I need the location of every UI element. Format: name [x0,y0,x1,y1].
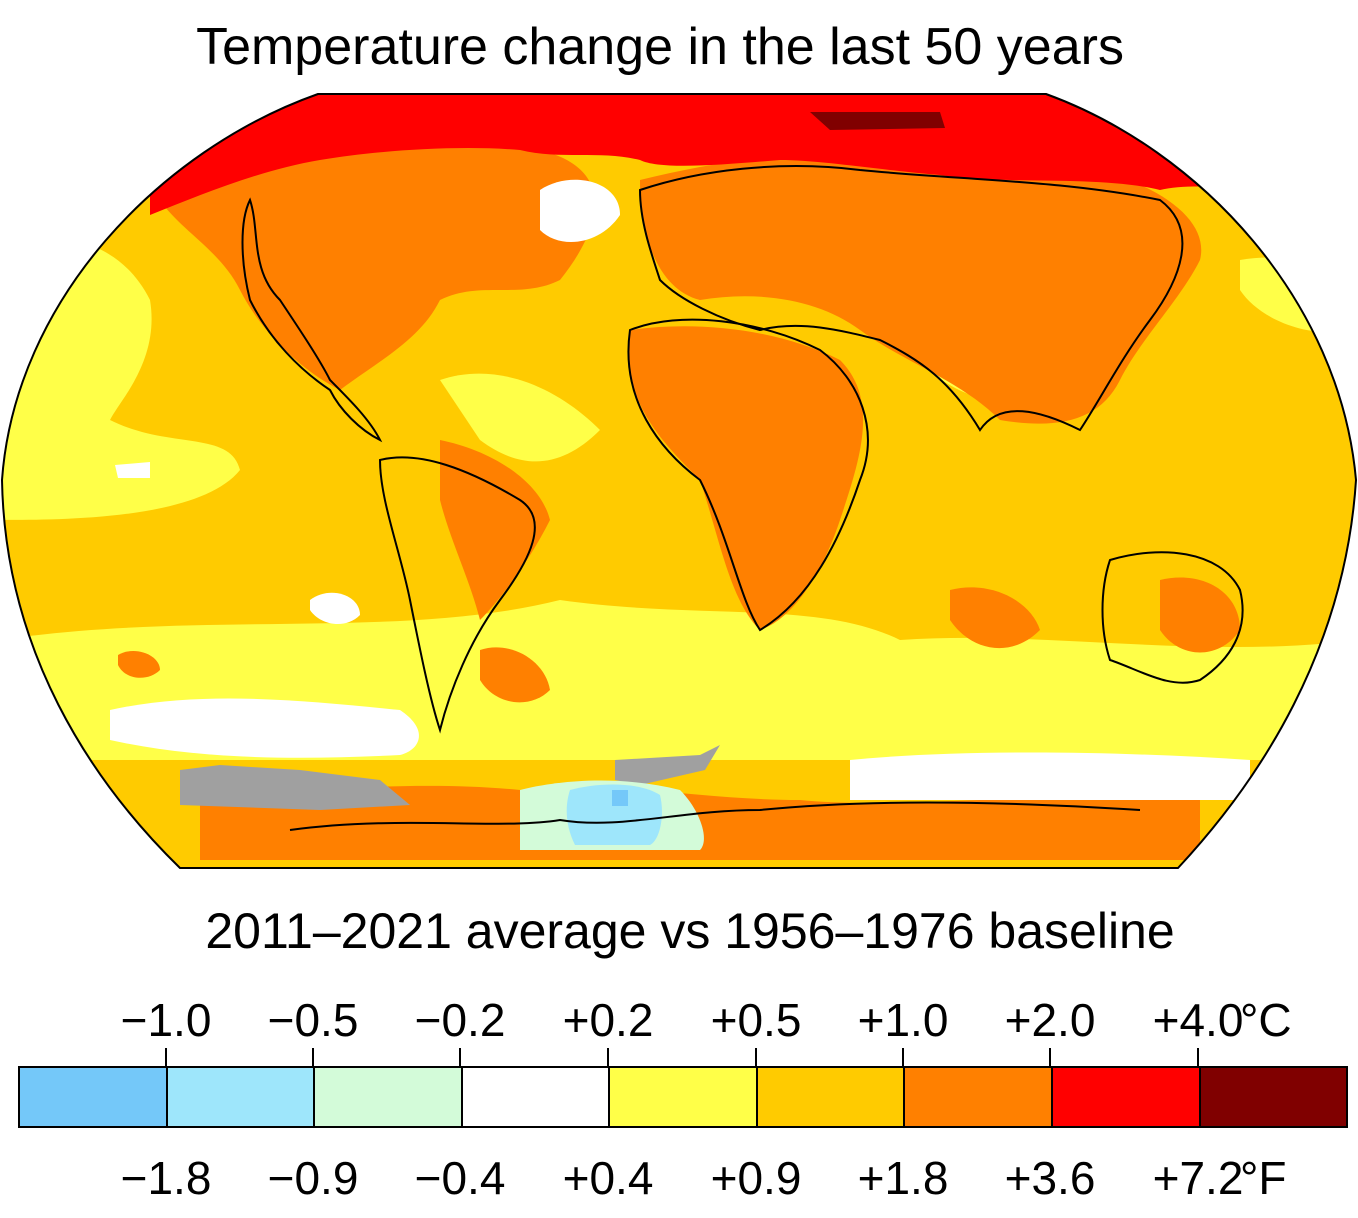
fahrenheit-tick: +7.2 [1152,1152,1244,1204]
coast-eurasia [638,165,1184,432]
celsius-tick: −1.0 [120,994,212,1046]
celsius-unit: °C [1240,994,1292,1046]
fahrenheit-tick: +0.4 [562,1152,654,1204]
legend-swatch [905,1068,1053,1126]
legend-tickmark [165,1048,167,1066]
region-southeast-white [850,752,1250,800]
celsius-tick: +0.5 [710,994,802,1046]
region-north-atlantic-hole [540,179,620,242]
legend-tickmark [902,1048,904,1066]
legend-swatch [1052,1068,1201,1126]
region-south-america [440,440,550,620]
coast-north-america [241,197,383,443]
coast-africa [627,318,869,632]
legend-tickmark [1049,1048,1051,1066]
region-atlantic-yellow [440,373,600,462]
map-subtitle: 2011–2021 average vs 1956–1976 baseline [205,903,1175,959]
celsius-tick: +0.2 [562,994,654,1046]
legend-swatch [167,1068,316,1126]
region-australia [1160,577,1240,653]
legend-swatch [1200,1068,1347,1126]
region-siberia-dark [810,112,945,130]
world-temperature-map [0,93,1358,869]
legend-swatch [757,1068,906,1126]
legend-tickmark [312,1048,314,1066]
region-pacific-yellow [2,236,240,520]
region-south-white [110,698,419,758]
region-antarctic-blue [566,784,662,845]
region-antarctic-deepblue [612,790,628,806]
fahrenheit-tick: +1.8 [857,1152,949,1204]
legend-tickmark [459,1048,461,1066]
region-southpac-spot [118,650,160,678]
coast-australia [1101,551,1244,684]
legend-swatch [462,1068,611,1126]
legend-swatch [315,1068,463,1126]
legend-tickmark [1197,1048,1199,1066]
region-africa [628,326,864,630]
fahrenheit-tick: −1.8 [120,1152,212,1204]
legend-colorbar [18,1066,1348,1128]
celsius-tick: +4.0 [1152,994,1244,1046]
celsius-tick: +1.0 [857,994,949,1046]
map-title: Temperature change in the last 50 years [196,18,1124,76]
celsius-tick: +2.0 [1004,994,1096,1046]
fahrenheit-tick: +3.6 [1004,1152,1096,1204]
region-nodata-weddell [615,745,720,785]
celsius-tick: −0.5 [267,994,359,1046]
region-north-america [160,146,595,390]
region-pacific-white-small [115,462,150,478]
fahrenheit-tick: +0.9 [710,1152,802,1204]
celsius-tick: −0.2 [414,994,506,1046]
legend-swatch [610,1068,758,1126]
coast-antarctica [289,801,1141,831]
fahrenheit-tick: −0.4 [414,1152,506,1204]
fahrenheit-unit: °F [1240,1152,1287,1204]
legend-tickmark [755,1048,757,1066]
coast-south-america [378,456,536,734]
region-south-atlantic [480,647,550,703]
region-pacific-white [310,592,360,625]
legend-swatch [20,1068,168,1126]
fahrenheit-tick: −0.9 [267,1152,359,1204]
region-australia-ocean [950,587,1040,649]
region-eurasia [640,149,1202,424]
region-arctic [150,94,1356,215]
legend-tickmark [607,1048,609,1066]
globe-outline [0,93,1358,869]
region-nodata-west [180,765,410,810]
